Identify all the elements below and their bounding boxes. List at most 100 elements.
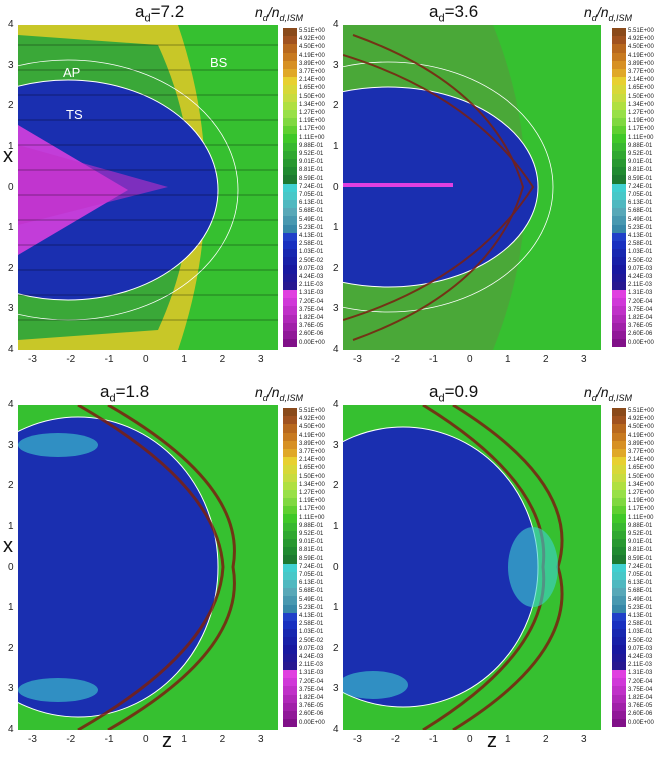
colorbar-label: 3.76E-05 — [299, 703, 324, 710]
colorbar-swatch — [612, 489, 626, 499]
colorbar-swatch — [612, 424, 626, 433]
colorbar-label: 1.34E+00 — [628, 101, 654, 108]
colorbar-label: 7.05E-01 — [628, 572, 653, 578]
colorbar-label: 5.49E-01 — [628, 596, 653, 603]
colorbar-title: nd/nd,ISM — [584, 384, 633, 403]
colorbar-label: 7.24E-01 — [299, 563, 324, 570]
colorbar-swatch — [612, 539, 626, 548]
colorbar-label: 2.58E-01 — [299, 241, 324, 248]
colorbar-swatch — [283, 539, 297, 548]
z-tick-label: -3 — [28, 354, 37, 365]
colorbar-label: 4.92E+00 — [628, 36, 654, 43]
x-tick-label: 1 — [333, 602, 339, 614]
colorbar-swatch — [283, 208, 297, 217]
colorbar-label: 4.92E+00 — [628, 416, 654, 423]
colorbar-swatch — [612, 183, 626, 192]
colorbar-swatch — [283, 596, 297, 605]
colorbar-swatch — [612, 506, 626, 515]
colorbar-label: 0.00E+00 — [299, 339, 325, 346]
colorbar-label: 7.24E-01 — [628, 183, 653, 190]
colorbar-label: 1.50E+00 — [299, 473, 325, 480]
colorbar-label: 5.49E-01 — [299, 216, 324, 223]
colorbar-swatch — [283, 150, 297, 159]
colorbar-swatch — [612, 670, 626, 679]
colorbar-swatch — [612, 77, 626, 86]
colorbar-label: 1.17E+00 — [628, 506, 654, 513]
colorbar-label: 2.11E-03 — [299, 662, 323, 669]
colorbar-label: 9.88E-01 — [628, 142, 653, 149]
x-axis-label: x — [3, 145, 13, 167]
colorbar-label: 9.88E-01 — [299, 142, 324, 149]
x-tick-label: 2 — [8, 480, 14, 492]
colorbar-swatch — [612, 604, 626, 613]
colorbar-swatch — [283, 702, 297, 711]
colorbar-label: 7.05E-01 — [628, 192, 653, 198]
colorbar-label: 2.11E-03 — [299, 282, 323, 289]
colorbar-swatch — [612, 273, 626, 282]
colorbar-label: 1.27E+00 — [628, 490, 654, 496]
colorbar-swatch — [283, 473, 297, 482]
colorbar-swatch — [612, 571, 626, 580]
colorbar-swatch — [283, 637, 297, 646]
z-tick-label: 3 — [258, 354, 264, 365]
colorbar-title: nd/nd,ISM — [255, 384, 304, 403]
colorbar-label: 9.07E-03 — [628, 265, 653, 272]
colorbar-swatch — [283, 191, 297, 200]
colorbar-swatch — [283, 670, 297, 679]
colorbar-label: 1.17E+00 — [628, 126, 654, 133]
colorbar-swatch — [612, 85, 626, 94]
density-plot — [343, 25, 601, 350]
colorbar-swatch — [283, 604, 297, 613]
colorbar-swatch — [612, 620, 626, 630]
z-axis-label: z — [162, 730, 172, 752]
z-tick-label: -1 — [429, 734, 438, 745]
colorbar — [283, 408, 297, 728]
x-tick-label: 2 — [8, 642, 14, 654]
panel-ad-3-6: ad=3.6 nd/nd,ISM 5.51E+00 4.92E+00 4.50E+0… — [329, 0, 658, 375]
colorbar-swatch — [612, 257, 626, 266]
colorbar-swatch — [283, 199, 297, 209]
colorbar-label: 2.60E-06 — [628, 331, 653, 338]
colorbar-label: 2.11E-03 — [628, 662, 652, 669]
colorbar-label: 3.77E+00 — [628, 449, 654, 455]
colorbar-swatch — [612, 44, 626, 53]
colorbar-label: 5.51E+00 — [628, 408, 654, 414]
colorbar-swatch — [612, 142, 626, 151]
colorbar-swatch — [612, 322, 626, 331]
z-tick-label: -3 — [28, 734, 37, 745]
colorbar-label: 6.13E-01 — [299, 580, 324, 587]
colorbar-label: 5.51E+00 — [628, 28, 654, 34]
x-tick-label: 4 — [333, 344, 339, 355]
colorbar-label: 6.13E-01 — [628, 580, 653, 587]
colorbar-swatch — [283, 457, 297, 466]
colorbar-swatch — [283, 547, 297, 556]
colorbar-label: 7.20E-04 — [628, 678, 653, 685]
colorbar-label: 5.51E+00 — [299, 408, 325, 414]
colorbar-swatch — [283, 465, 297, 474]
density-plot — [343, 405, 601, 730]
colorbar-title: nd/nd,ISM — [255, 4, 304, 23]
colorbar-swatch — [283, 530, 297, 539]
colorbar-swatch — [612, 109, 626, 119]
colorbar — [283, 28, 297, 348]
colorbar-label: 1.31E-03 — [299, 290, 324, 297]
colorbar-swatch — [612, 249, 626, 258]
z-tick-label: 3 — [258, 734, 264, 745]
colorbar-swatch — [283, 506, 297, 515]
colorbar-swatch — [612, 290, 626, 299]
colorbar-swatch — [612, 408, 626, 417]
colorbar-swatch — [612, 629, 626, 638]
colorbar-swatch — [283, 563, 297, 572]
colorbar-swatch — [612, 224, 626, 233]
colorbar-label: 4.50E+00 — [628, 424, 654, 431]
z-tick-label: -3 — [353, 354, 362, 365]
colorbar-swatch — [612, 60, 626, 69]
colorbar-swatch — [612, 653, 626, 662]
colorbar-label: 2.60E-06 — [299, 331, 324, 338]
colorbar-label: 2.14E+00 — [628, 457, 654, 464]
colorbar-label: 4.50E+00 — [628, 44, 654, 51]
colorbar-label: 3.75E-04 — [628, 306, 653, 313]
colorbar-label: 7.20E-04 — [299, 298, 324, 305]
colorbar-swatch — [612, 612, 626, 621]
colorbar-swatch — [283, 273, 297, 282]
